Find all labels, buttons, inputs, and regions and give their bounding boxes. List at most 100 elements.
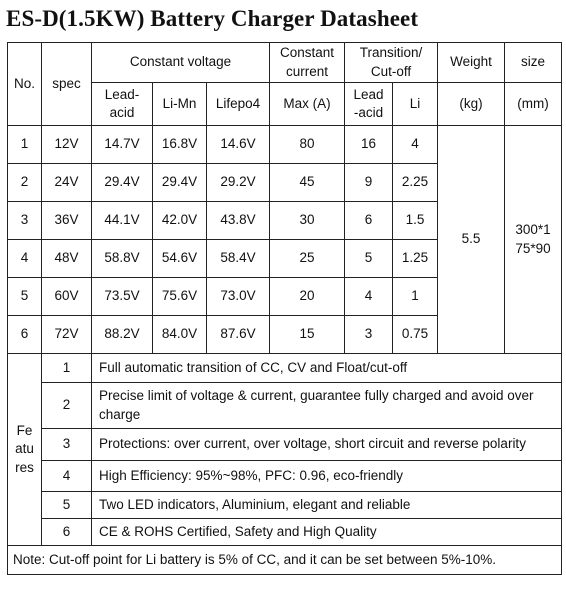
- row-trans-li: 1.25: [392, 239, 438, 278]
- header-transition: Transition/Cut-off: [344, 42, 438, 83]
- row-trans-li: 0.75: [392, 315, 438, 354]
- row-no: 1: [7, 125, 42, 164]
- header-row-2: Lead-acid Li-Mn Lifepo4 Max (A) Lead -aci…: [8, 82, 562, 126]
- row-lead-acid: 29.4V: [91, 163, 153, 202]
- row-no: 5: [7, 277, 42, 316]
- row-spec: 36V: [41, 201, 92, 240]
- weight-value: 5.5: [437, 125, 505, 354]
- feature-text: Two LED indicators, Aluminium, elegant a…: [91, 491, 562, 519]
- row-max-a: 45: [269, 163, 345, 202]
- size-value: 300*1 75*90: [504, 125, 562, 354]
- note-text: Note: Cut-off point for Li battery is 5%…: [7, 545, 562, 575]
- row-spec: 24V: [41, 163, 92, 202]
- header-spec: spec: [41, 42, 92, 126]
- header-weight: Weight: [437, 42, 505, 83]
- row-lead-acid: 44.1V: [91, 201, 153, 240]
- header-constant-current-line1: Constant: [279, 45, 335, 61]
- row-li-mn: 75.6V: [152, 277, 207, 316]
- feature-row: 5 Two LED indicators, Aluminium, elegant…: [8, 491, 562, 519]
- row-lifepo4: 58.4V: [206, 239, 270, 278]
- row-trans-lead: 9: [344, 163, 393, 202]
- row-lifepo4: 87.6V: [206, 315, 270, 354]
- row-trans-li: 2.25: [392, 163, 438, 202]
- row-trans-li: 1: [392, 277, 438, 316]
- header-constant-current-line2: current: [285, 63, 329, 79]
- header-kg: (kg): [437, 82, 505, 126]
- header-mm: (mm): [504, 82, 562, 126]
- row-lifepo4: 29.2V: [206, 163, 270, 202]
- header-transition-line2: Cut-off: [370, 63, 412, 79]
- row-no: 3: [7, 201, 42, 240]
- table-row: 3 36V 44.1V 42.0V 43.8V 30 6 1.5: [7, 201, 562, 240]
- row-spec: 60V: [41, 277, 92, 316]
- features-label: Fe atu res: [7, 353, 42, 546]
- feature-text: Precise limit of voltage & current, guar…: [91, 382, 562, 429]
- datasheet-table: No. spec Constant voltage Constant curren…: [7, 42, 562, 575]
- feature-no: 6: [41, 518, 92, 546]
- row-trans-lead: 6: [344, 201, 393, 240]
- row-max-a: 25: [269, 239, 345, 278]
- feature-text: High Efficiency: 95%~98%, PFC: 0.96, eco…: [91, 460, 562, 492]
- page-title: ES-D(1.5KW) Battery Charger Datasheet: [6, 6, 419, 31]
- header-trans-lead-acid: Lead -acid: [344, 82, 393, 126]
- row-li-mn: 84.0V: [152, 315, 207, 354]
- feature-no: 4: [41, 460, 92, 492]
- feature-row: 2 Precise limit of voltage & current, gu…: [8, 382, 562, 429]
- row-max-a: 15: [269, 315, 345, 354]
- row-trans-li: 1.5: [392, 201, 438, 240]
- feature-row: 6 CE & ROHS Certified, Safety and High Q…: [8, 518, 562, 546]
- table-row: 2 24V 29.4V 29.4V 29.2V 45 9 2.25: [7, 163, 562, 202]
- row-li-mn: 42.0V: [152, 201, 207, 240]
- feature-row: 4 High Efficiency: 95%~98%, PFC: 0.96, e…: [8, 460, 562, 492]
- note-row: Note: Cut-off point for Li battery is 5%…: [7, 545, 562, 575]
- row-lead-acid: 73.5V: [91, 277, 153, 316]
- header-transition-line1: Transition/: [359, 45, 423, 61]
- header-lead-acid: Lead-acid: [91, 82, 153, 126]
- header-no: No.: [7, 42, 42, 126]
- table-row: 4 48V 58.8V 54.6V 58.4V 25 5 1.25: [7, 239, 562, 278]
- row-trans-lead: 3: [344, 315, 393, 354]
- row-max-a: 20: [269, 277, 345, 316]
- feature-no: 1: [41, 353, 92, 383]
- row-spec: 72V: [41, 315, 92, 354]
- row-lead-acid: 14.7V: [91, 125, 153, 164]
- feature-row: Fe atu res 1 Full automatic transition of …: [7, 353, 562, 546]
- row-li-mn: 29.4V: [152, 163, 207, 202]
- row-lead-acid: 88.2V: [91, 315, 153, 354]
- header-lead-acid-line1: Lead-: [104, 86, 140, 102]
- features-label-line2: atu: [15, 441, 34, 457]
- row-trans-lead: 16: [344, 125, 393, 164]
- header-trans-lead-line2: -acid: [353, 105, 384, 120]
- row-lifepo4: 73.0V: [206, 277, 270, 316]
- feature-no: 3: [41, 428, 92, 461]
- header-li: Li: [392, 82, 438, 126]
- row-max-a: 30: [269, 201, 345, 240]
- header-lifepo4: Lifepo4: [206, 82, 270, 126]
- header-size: size: [504, 42, 562, 83]
- row-no: 6: [7, 315, 42, 354]
- feature-row: 3 Protections: over current, over voltag…: [8, 428, 562, 461]
- header-constant-voltage: Constant voltage: [91, 42, 270, 83]
- row-spec: 12V: [41, 125, 92, 164]
- row-no: 4: [7, 239, 42, 278]
- features-label-line3: res: [15, 459, 34, 475]
- size-value-line2: 75*90: [515, 240, 551, 256]
- row-max-a: 80: [269, 125, 345, 164]
- header-li-mn: Li-Mn: [152, 82, 207, 126]
- table-row: 5 60V 73.5V 75.6V 73.0V 20 4 1: [7, 277, 562, 316]
- header-trans-lead-line1: Lead: [353, 86, 384, 102]
- row-spec: 48V: [41, 239, 92, 278]
- row-trans-li: 4: [392, 125, 438, 164]
- row-li-mn: 54.6V: [152, 239, 207, 278]
- header-row-1: No. spec Constant voltage Constant curren…: [7, 42, 562, 126]
- feature-text: CE & ROHS Certified, Safety and High Qua…: [91, 518, 562, 546]
- size-value-line1: 300*1: [515, 222, 551, 238]
- header-max-a: Max (A): [269, 82, 345, 126]
- feature-no: 2: [41, 382, 92, 429]
- row-lead-acid: 58.8V: [91, 239, 153, 278]
- row-trans-lead: 5: [344, 239, 393, 278]
- row-no: 2: [7, 163, 42, 202]
- table-row: 1 12V 14.7V 16.8V 14.6V 80 16 4 5.5 300*…: [7, 125, 562, 354]
- feature-text: Full automatic transition of CC, CV and …: [91, 353, 562, 383]
- feature-no: 5: [41, 491, 92, 519]
